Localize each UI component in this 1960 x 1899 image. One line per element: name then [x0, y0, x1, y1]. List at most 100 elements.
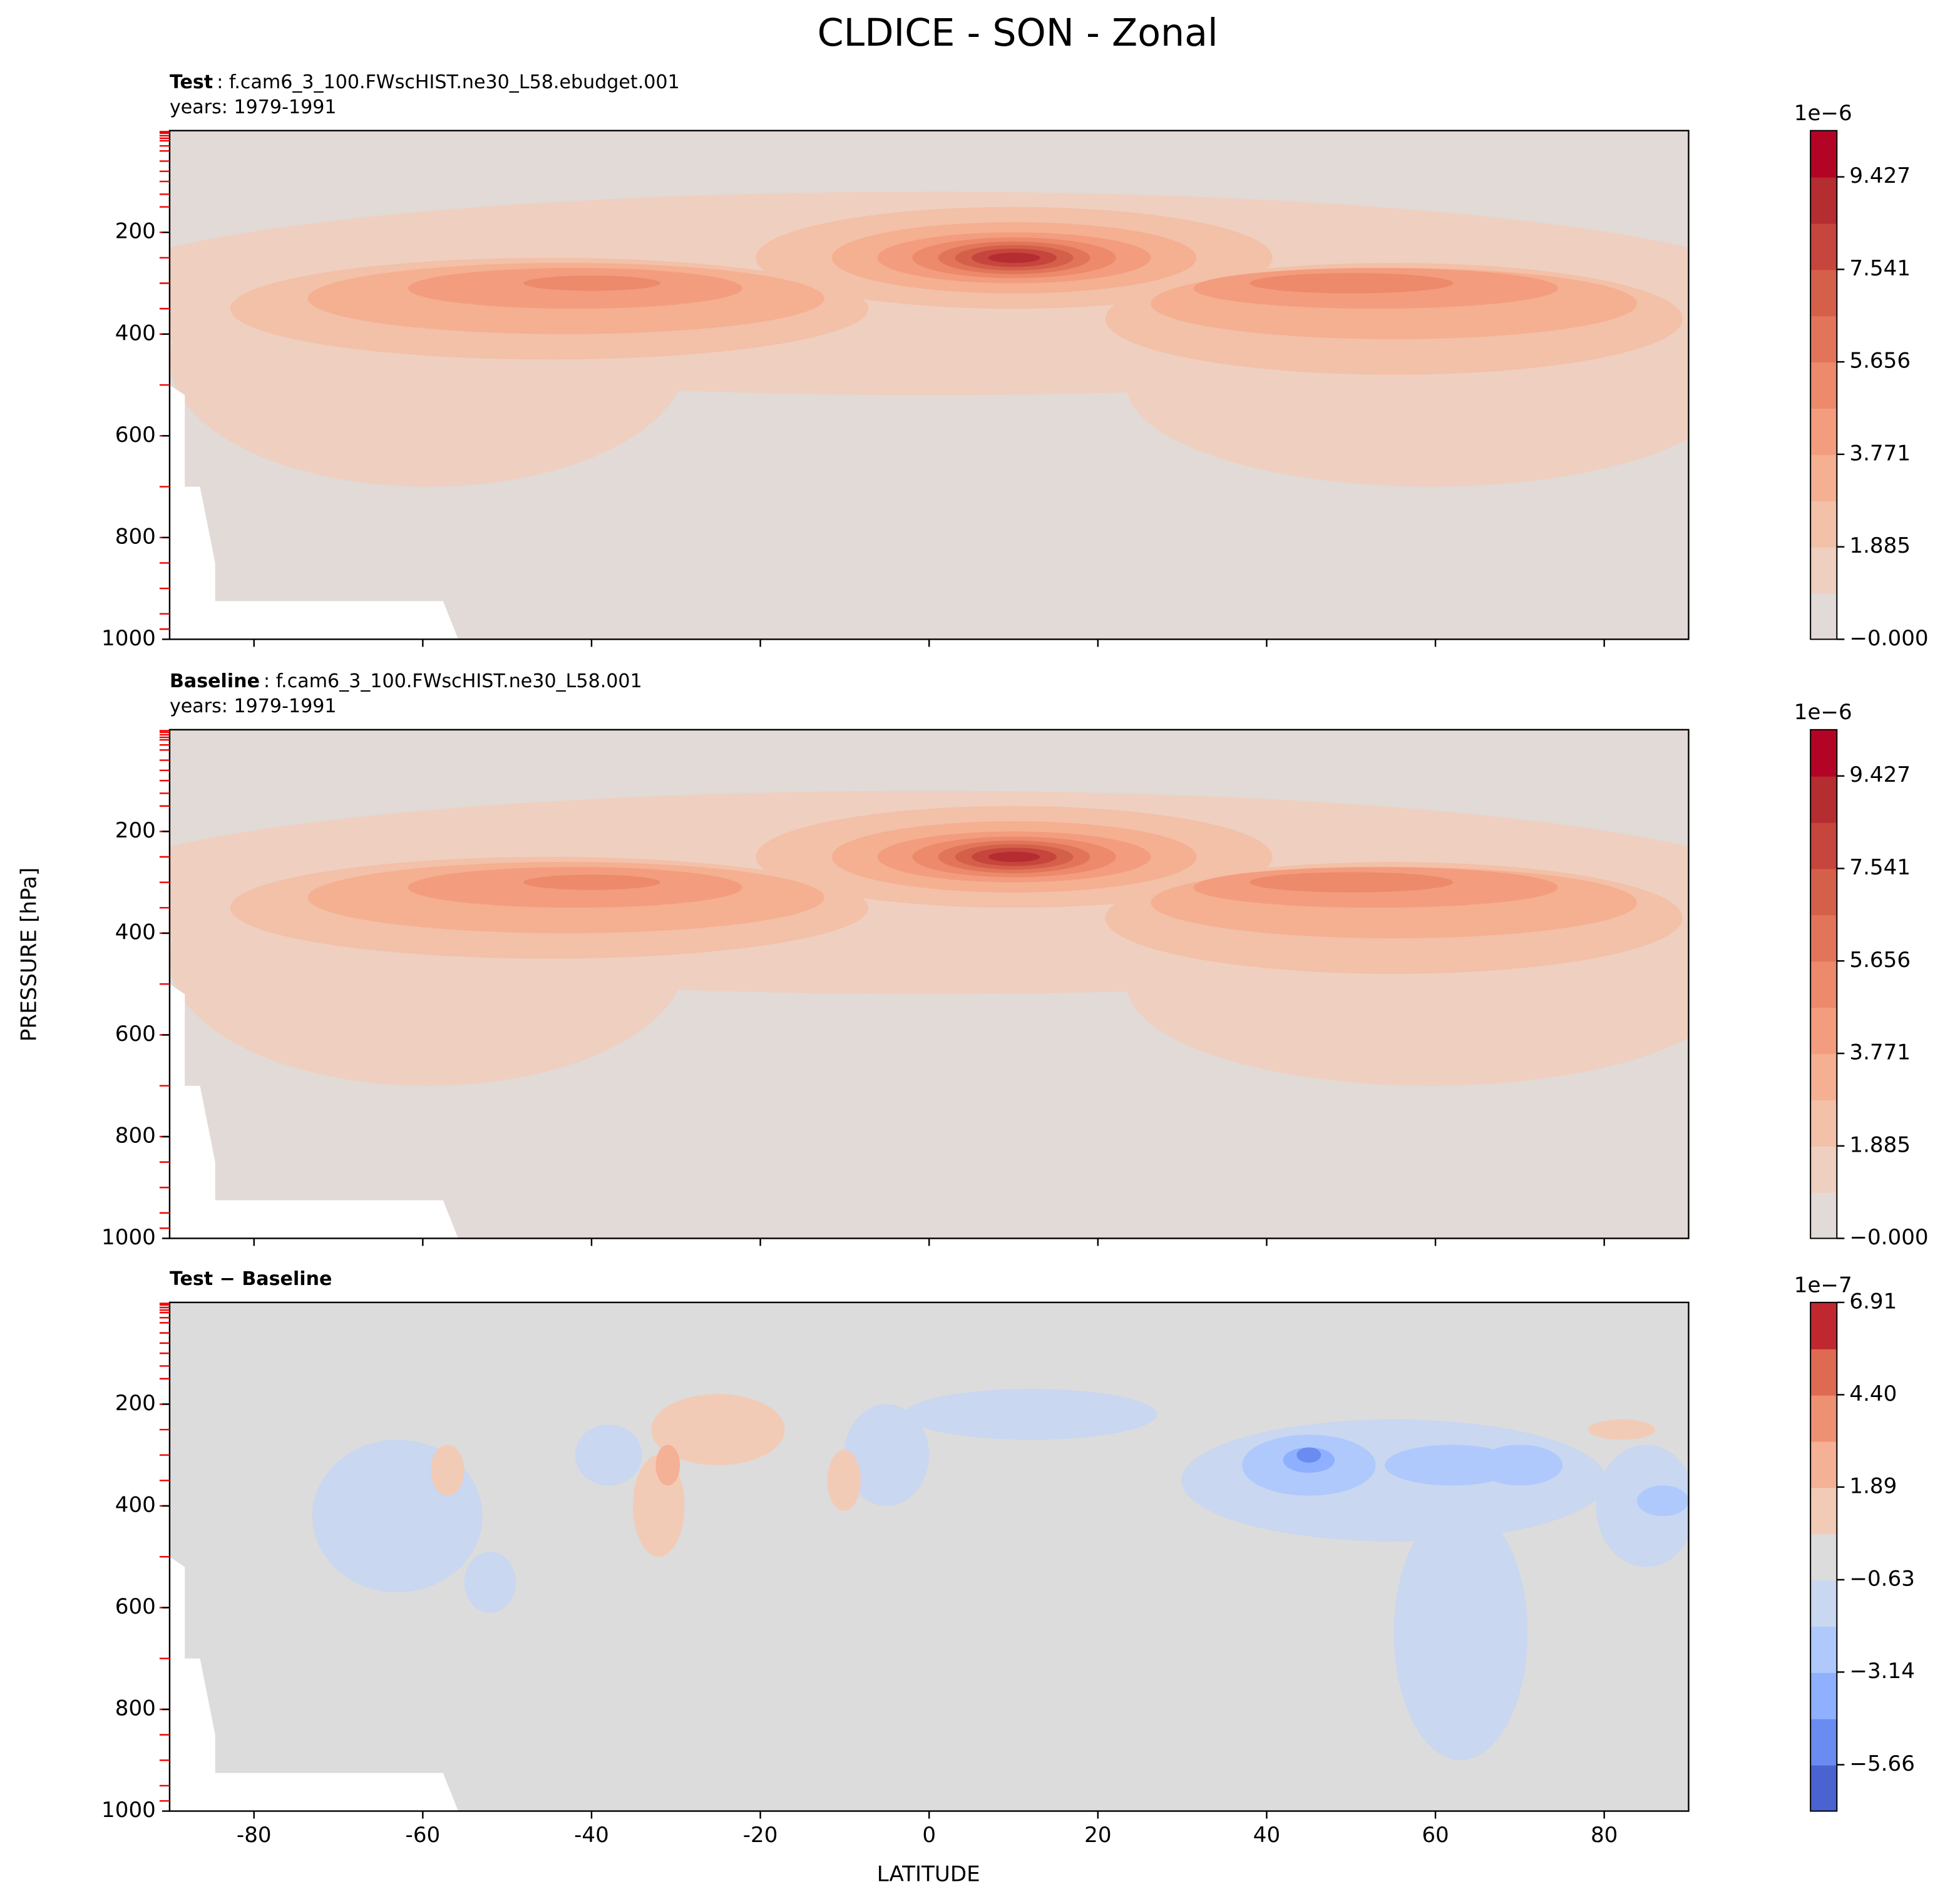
colorbar-segment [1810, 130, 1837, 178]
contour-region [523, 275, 660, 291]
x-tick-label: 0 [922, 1823, 936, 1848]
y-tick-label: 200 [115, 1391, 156, 1416]
colorbar-tick-label: 4.40 [1849, 1381, 1897, 1406]
panel-subtitle: years: 1979-1991 [170, 695, 337, 717]
topography-mask [169, 1557, 458, 1811]
colorbar-segment [1810, 223, 1837, 270]
x-tick-label: -20 [743, 1823, 778, 1848]
colorbar-offset: 1e−6 [1794, 700, 1852, 725]
x-tick-label: 60 [1422, 1823, 1449, 1848]
x-tick-label: 20 [1084, 1823, 1111, 1848]
contour-field [169, 130, 1689, 640]
colorbar-segment [1810, 1053, 1837, 1100]
colorbar-segment [1810, 1099, 1837, 1147]
contour-region [655, 1445, 680, 1486]
x-tick-label: -80 [237, 1823, 272, 1848]
colorbar-segment [1810, 914, 1837, 962]
colorbar-tick-label: 3.771 [1849, 1040, 1911, 1065]
contour-region [1393, 1505, 1528, 1761]
colorbar-segment [1810, 454, 1837, 501]
contour-region [1249, 273, 1454, 294]
x-tick-label: 40 [1253, 1823, 1280, 1848]
contour-field [169, 1302, 1689, 1811]
colorbar-segment [1810, 1533, 1837, 1581]
y-tick-label: 200 [115, 219, 156, 244]
contour-region [988, 851, 1040, 862]
colorbar-tick-label: −0.000 [1849, 626, 1928, 651]
colorbar-segment [1810, 1672, 1837, 1719]
panel-subtitle: years: 1979-1991 [170, 96, 337, 118]
contour-region [1296, 1447, 1321, 1463]
colorbar-segment [1810, 729, 1837, 777]
panel-label-bold: Test − Baseline [170, 1268, 332, 1290]
colorbar-offset: 1e−6 [1794, 101, 1852, 126]
contour-region [827, 1450, 861, 1512]
colorbar-segment [1810, 362, 1837, 409]
y-tick-label: 800 [115, 1696, 156, 1721]
colorbar-segment [1810, 1192, 1837, 1239]
colorbar-segment [1810, 546, 1837, 594]
colorbar-tick-label: 3.771 [1849, 441, 1911, 466]
panel-label-bold: Test [170, 71, 213, 93]
panel-label-bold: Baseline [170, 670, 260, 692]
colorbar-tick-label: −3.14 [1849, 1659, 1915, 1684]
colorbar-segment [1810, 868, 1837, 916]
colorbar-tick-label: −0.63 [1849, 1566, 1915, 1591]
colorbar-segment [1810, 1626, 1837, 1673]
x-tick-label: 80 [1591, 1823, 1618, 1848]
colorbar-segment [1810, 1395, 1837, 1442]
colorbar-segment [1810, 1302, 1837, 1349]
colorbar-tick-label: −5.66 [1849, 1751, 1915, 1776]
y-tick-label: 600 [115, 1021, 156, 1047]
x-tick-label: -40 [574, 1823, 609, 1848]
colorbar-tick-label: −0.000 [1849, 1225, 1928, 1250]
contour-region [844, 1404, 930, 1506]
colorbar-segment [1810, 269, 1837, 317]
panel-label: : f.cam6_3_100.FWscHIST.ne30_L58.001 [264, 670, 642, 692]
colorbar-segment [1810, 500, 1837, 548]
colorbar-segment [1810, 315, 1837, 363]
figure-title: CLDICE - SON - Zonal [818, 11, 1218, 55]
colorbar-segment [1810, 1145, 1837, 1193]
y-tick-label: 600 [115, 422, 156, 448]
colorbar-segment [1810, 1007, 1837, 1055]
colorbar-segment [1810, 1580, 1837, 1627]
contour-region [651, 1394, 785, 1465]
colorbar-frame [1810, 729, 1838, 1239]
contour-region [1249, 872, 1454, 893]
contour-region [575, 1424, 642, 1486]
colorbar-tick-label: 9.427 [1849, 762, 1911, 787]
colorbar-tick-label: 1.885 [1849, 533, 1911, 558]
colorbar-segment [1810, 177, 1837, 224]
contour-region [431, 1445, 464, 1496]
colorbar-segment [1810, 775, 1837, 823]
colorbar-segment [1810, 1718, 1837, 1766]
y-tick-label: 400 [115, 320, 156, 346]
contour-region [1636, 1485, 1689, 1517]
colorbar-segment [1810, 822, 1837, 869]
colorbar-tick-label: 9.427 [1849, 163, 1911, 188]
y-tick-label: 1000 [101, 626, 156, 651]
colorbar-tick-label: 1.89 [1849, 1473, 1897, 1498]
y-tick-label: 400 [115, 1492, 156, 1517]
colorbar-segment [1810, 961, 1837, 1008]
colorbar-segment [1810, 1441, 1837, 1488]
colorbar-segment [1810, 1348, 1837, 1396]
y-tick-label: 600 [115, 1594, 156, 1619]
y-tick-label: 800 [115, 524, 156, 549]
contour-region [523, 874, 660, 890]
colorbar-tick-label: 7.541 [1849, 256, 1911, 281]
colorbar-offset: 1e−7 [1794, 1272, 1852, 1298]
y-tick-label: 1000 [101, 1798, 156, 1823]
colorbar-tick-label: 7.541 [1849, 855, 1911, 880]
colorbar-tick-label: 5.656 [1849, 349, 1911, 374]
y-tick-label: 200 [115, 818, 156, 843]
y-tick-label: 400 [115, 919, 156, 944]
colorbar-tick-label: 6.91 [1849, 1289, 1897, 1314]
colorbar-tick-label: 5.656 [1849, 948, 1911, 973]
contour-region [1477, 1445, 1563, 1486]
colorbar-segment [1810, 593, 1837, 640]
contour-region [464, 1552, 516, 1613]
colorbar-segment [1810, 1487, 1837, 1535]
